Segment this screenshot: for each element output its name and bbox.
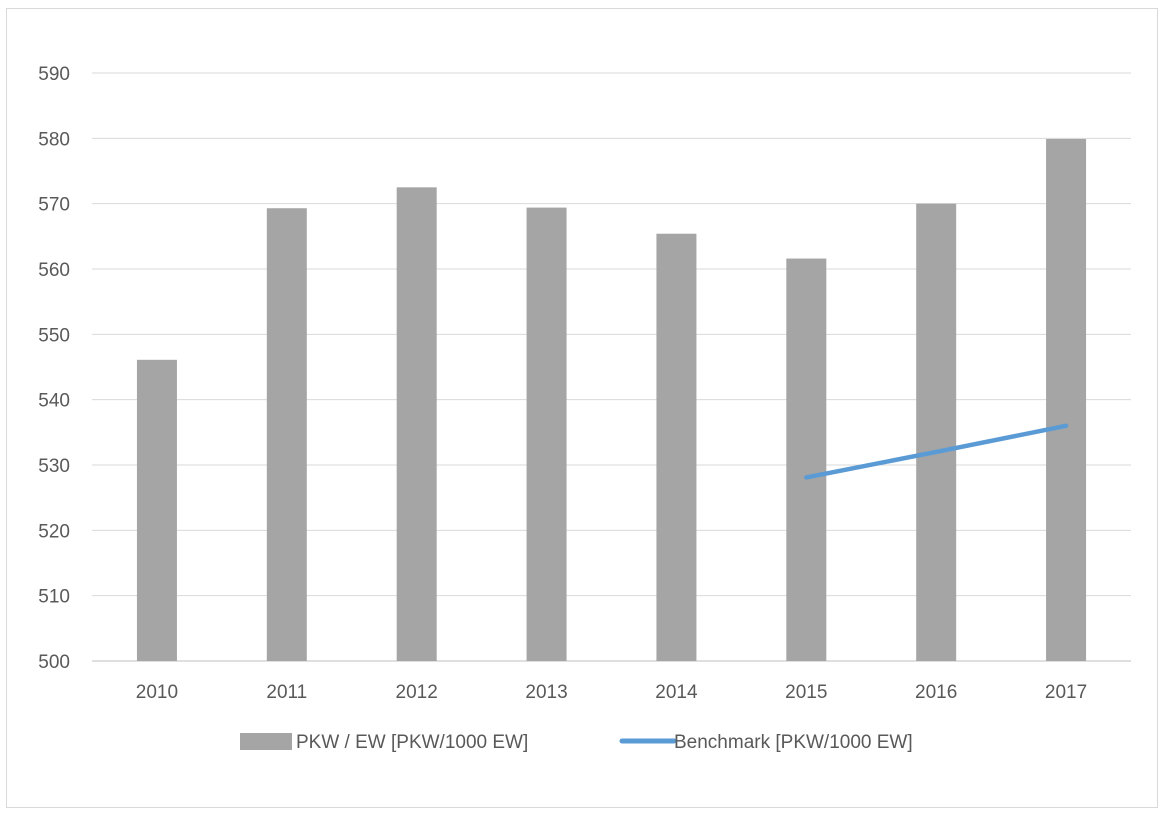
bar-2016 <box>916 203 957 661</box>
legend: PKW / EW [PKW/1000 EW] Benchmark [PKW/10… <box>240 732 913 753</box>
bar-2013 <box>526 207 567 661</box>
x-tick-label: 2017 <box>1045 682 1087 703</box>
benchmark-line <box>804 423 1069 480</box>
x-tick-label: 2011 <box>266 682 307 703</box>
bar-2017 <box>1046 138 1087 661</box>
x-tick-label: 2016 <box>915 682 957 703</box>
y-tick-label: 580 <box>38 129 70 150</box>
legend-bar-label: PKW / EW [PKW/1000 EW] <box>296 732 528 753</box>
chart-frame <box>6 8 1158 808</box>
bar-2010 <box>136 359 177 661</box>
y-tick-label: 530 <box>38 456 70 477</box>
y-tick-label: 570 <box>38 195 70 216</box>
y-tick-label: 500 <box>38 652 70 673</box>
x-axis-tick-labels: 2010 2011 2012 2013 2014 2015 2016 2017 <box>136 682 1087 703</box>
y-tick-label: 520 <box>38 521 70 542</box>
line-series <box>804 423 1069 480</box>
y-axis-tick-labels: 500 510 520 530 540 550 560 570 580 590 <box>38 64 70 673</box>
bar-2012 <box>396 187 437 662</box>
legend-item-line: Benchmark [PKW/1000 EW] <box>619 732 913 753</box>
x-tick-label: 2012 <box>396 682 438 703</box>
legend-item-bar: PKW / EW [PKW/1000 EW] <box>240 732 528 753</box>
legend-line-label: Benchmark [PKW/1000 EW] <box>674 732 913 753</box>
y-tick-label: 590 <box>38 64 70 85</box>
bar-series <box>136 138 1087 662</box>
bar-2014 <box>656 233 697 661</box>
x-tick-label: 2013 <box>525 682 567 703</box>
y-tick-label: 550 <box>38 325 70 346</box>
y-tick-label: 510 <box>38 587 70 608</box>
legend-bar-swatch <box>240 733 292 750</box>
x-tick-label: 2010 <box>136 682 178 703</box>
x-tick-label: 2014 <box>655 682 698 703</box>
y-tick-label: 540 <box>38 391 70 412</box>
y-tick-label: 560 <box>38 260 70 281</box>
bar-2011 <box>266 208 307 662</box>
gridlines <box>92 72 1131 662</box>
x-tick-label: 2015 <box>785 682 827 703</box>
bar-2015 <box>786 258 827 661</box>
